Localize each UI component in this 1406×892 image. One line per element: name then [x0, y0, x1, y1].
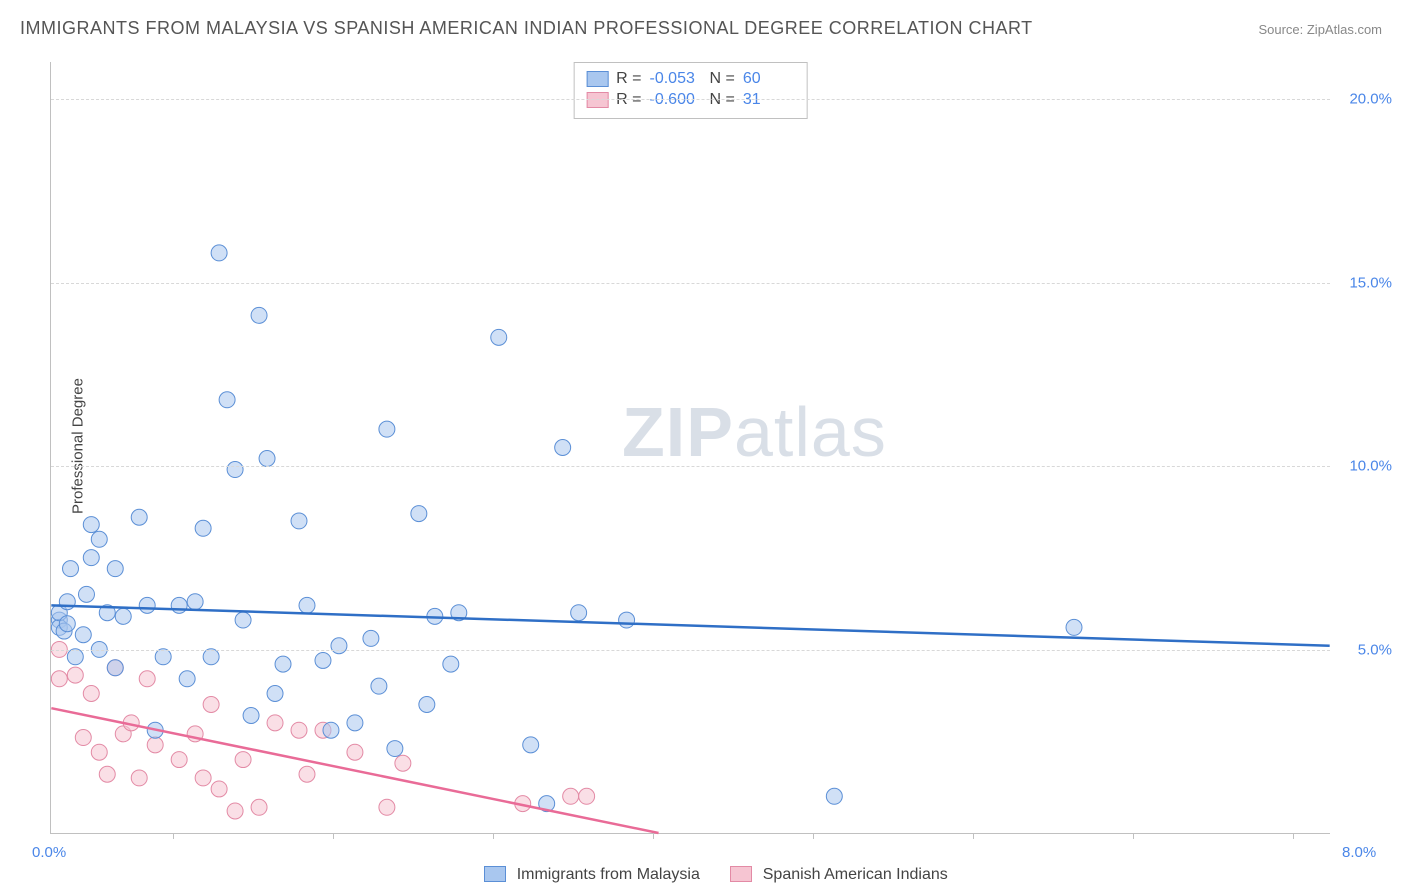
data-point [195, 520, 211, 536]
data-point [147, 737, 163, 753]
data-point [571, 605, 587, 621]
data-point [267, 715, 283, 731]
x-tick-mark [653, 833, 654, 839]
data-point [419, 697, 435, 713]
plot-area: ZIPatlas R = -0.053 N = 60 R = -0.600 N … [50, 62, 1330, 834]
data-point [491, 329, 507, 345]
data-point [171, 597, 187, 613]
x-tick-mark [1133, 833, 1134, 839]
data-point [411, 506, 427, 522]
chart-title: IMMIGRANTS FROM MALAYSIA VS SPANISH AMER… [20, 18, 1033, 39]
gridline [51, 99, 1330, 100]
scatter-svg [51, 62, 1330, 833]
data-point [315, 652, 331, 668]
data-point [299, 766, 315, 782]
data-point [331, 638, 347, 654]
x-axis-max-label: 8.0% [1342, 844, 1376, 861]
y-tick-label: 10.0% [1336, 458, 1392, 475]
data-point [139, 597, 155, 613]
data-point [251, 799, 267, 815]
data-point [371, 678, 387, 694]
data-point [235, 752, 251, 768]
data-point [1066, 619, 1082, 635]
data-point [323, 722, 339, 738]
data-point [219, 392, 235, 408]
data-point [115, 608, 131, 624]
data-point [67, 667, 83, 683]
data-point [275, 656, 291, 672]
x-tick-mark [1293, 833, 1294, 839]
legend-label-series2: Spanish American Indians [763, 866, 948, 883]
data-point [443, 656, 459, 672]
data-point [203, 697, 219, 713]
data-point [107, 660, 123, 676]
data-point [387, 741, 403, 757]
data-point [379, 421, 395, 437]
data-point [523, 737, 539, 753]
x-axis-min-label: 0.0% [32, 844, 66, 861]
legend-bottom: Immigrants from Malaysia Spanish America… [0, 866, 1406, 884]
data-point [347, 715, 363, 731]
gridline [51, 466, 1330, 467]
data-point [379, 799, 395, 815]
x-tick-mark [973, 833, 974, 839]
data-point [179, 671, 195, 687]
data-point [83, 517, 99, 533]
gridline [51, 283, 1330, 284]
data-point [291, 513, 307, 529]
data-point [91, 744, 107, 760]
data-point [131, 770, 147, 786]
data-point [211, 245, 227, 261]
data-point [99, 766, 115, 782]
data-point [78, 586, 94, 602]
data-point [83, 685, 99, 701]
data-point [227, 803, 243, 819]
data-point [171, 752, 187, 768]
data-point [563, 788, 579, 804]
data-point [267, 685, 283, 701]
data-point [555, 440, 571, 456]
data-point [211, 781, 227, 797]
data-point [83, 550, 99, 566]
data-point [347, 744, 363, 760]
data-point [51, 671, 67, 687]
data-point [299, 597, 315, 613]
y-tick-label: 20.0% [1336, 90, 1392, 107]
data-point [579, 788, 595, 804]
data-point [91, 531, 107, 547]
data-point [63, 561, 79, 577]
legend-swatch-series2 [730, 866, 752, 882]
data-point [291, 722, 307, 738]
data-point [235, 612, 251, 628]
legend-swatch-series1 [484, 866, 506, 882]
data-point [75, 627, 91, 643]
data-point [619, 612, 635, 628]
x-tick-mark [493, 833, 494, 839]
source-attribution: Source: ZipAtlas.com [1258, 22, 1382, 37]
data-point [59, 616, 75, 632]
data-point [107, 561, 123, 577]
data-point [259, 451, 275, 467]
legend-label-series1: Immigrants from Malaysia [517, 866, 700, 883]
x-tick-mark [173, 833, 174, 839]
data-point [187, 594, 203, 610]
data-point [243, 708, 259, 724]
data-point [227, 462, 243, 478]
data-point [75, 730, 91, 746]
x-tick-mark [333, 833, 334, 839]
data-point [131, 509, 147, 525]
data-point [251, 307, 267, 323]
gridline [51, 650, 1330, 651]
data-point [195, 770, 211, 786]
data-point [826, 788, 842, 804]
x-tick-mark [813, 833, 814, 839]
y-tick-label: 15.0% [1336, 274, 1392, 291]
data-point [395, 755, 411, 771]
y-tick-label: 5.0% [1336, 642, 1392, 659]
data-point [363, 630, 379, 646]
data-point [139, 671, 155, 687]
